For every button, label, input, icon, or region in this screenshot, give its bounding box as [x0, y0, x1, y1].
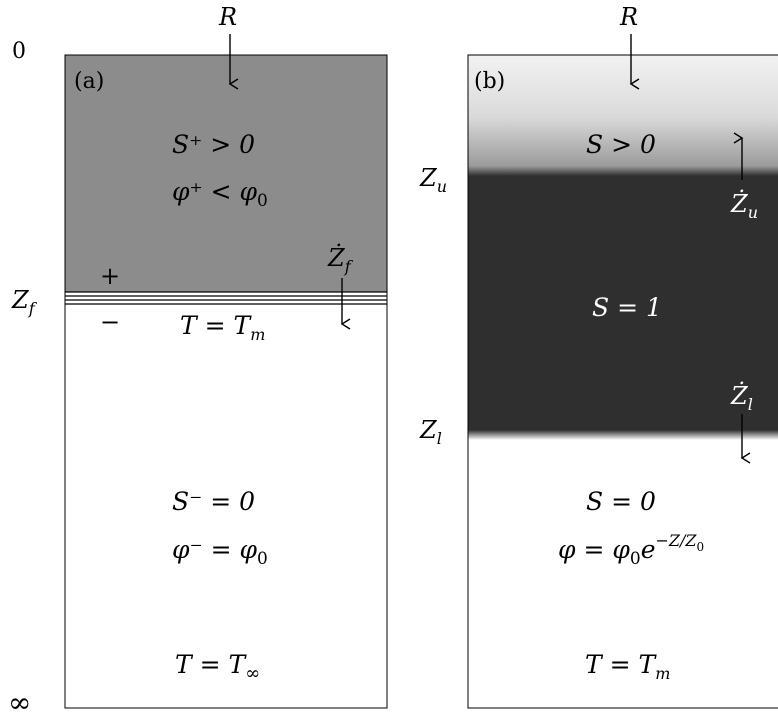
panel-b-tag: (b) — [474, 69, 505, 94]
panel-a-front-rate: Żf — [327, 243, 354, 276]
panel-b-top-saturation: S > 0 — [586, 130, 656, 159]
panel-b-lower-transition — [468, 430, 778, 440]
panel-b-lower-rate: Żl — [730, 381, 753, 414]
panel-a: (a) R S⁺ > 0 φ⁺ < φ0 Żf Zf + − T = Tm S⁻… — [11, 3, 388, 709]
panel-a-upper-porosity: φ⁺ < φ0 — [172, 177, 268, 211]
panel-a-wetting-front — [65, 291, 387, 305]
axis-zero-label: 0 — [12, 39, 26, 64]
panel-b-upper-transition — [468, 166, 778, 176]
panel-b-saturated-zone — [468, 176, 778, 431]
panel-b-bottom-porosity: φ = φ0e−Z/Z0 — [558, 531, 704, 569]
panel-b-upper-rate: Żu — [730, 189, 758, 222]
panel-a-saturated-zone — [65, 55, 387, 292]
panel-b-lower-interface-label: Zl — [419, 416, 442, 448]
panel-b-bottom-saturation: S = 0 — [586, 487, 656, 516]
panel-a-front-label: Zf — [11, 286, 38, 318]
panel-a-flux-label: R — [218, 3, 237, 31]
axis-infinity-label: ∞ — [8, 686, 31, 715]
panel-a-tag: (a) — [74, 69, 104, 94]
panel-a-lower-saturation: S⁻ = 0 — [172, 487, 255, 516]
panel-b-upper-interface-label: Zu — [419, 164, 447, 196]
panel-b-middle-saturation: S = 1 — [592, 293, 662, 322]
panel-b-flux-label: R — [619, 3, 638, 31]
panel-b-unsaturated-zone — [468, 440, 778, 708]
panel-b-border — [467, 54, 778, 709]
panel-a-upper-saturation: S⁺ > 0 — [172, 130, 255, 159]
panel-a-plus-sign: + — [100, 262, 120, 290]
panel-b-bottom-temperature: T = Tm — [585, 650, 670, 683]
panel-a-minus-sign: − — [100, 308, 120, 336]
panel-a-lower-porosity: φ⁻ = φ0 — [172, 535, 268, 569]
panel-a-front-temperature: T = Tm — [180, 311, 265, 344]
panel-a-border — [64, 54, 388, 709]
panel-a-unsaturated-zone — [65, 305, 387, 708]
panel-b: (b) R S > 0 Żu Zu S = 1 Żl Zl S = 0 φ = … — [419, 3, 778, 709]
panel-a-bottom-temperature: T = T∞ — [175, 650, 260, 684]
panel-b-partially-saturated-zone — [468, 55, 778, 167]
